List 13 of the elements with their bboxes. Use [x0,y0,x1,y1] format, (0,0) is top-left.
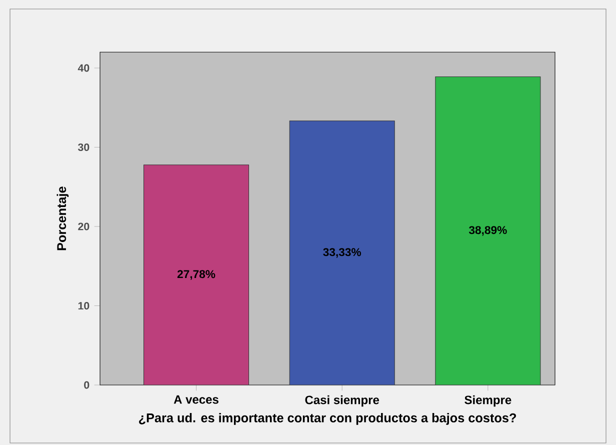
y-tick-label: 10 [78,302,90,310]
y-tick-label: 40 [78,64,90,72]
x-tick-label: A veces [174,395,218,404]
data-label: 33,33% [323,248,362,258]
x-tick-label: Casi siempre [305,395,380,407]
y-tick-label: 30 [78,143,90,152]
data-label: 38,89% [468,226,507,236]
data-label: 27,78% [177,270,216,280]
y-tick-label: 20 [78,222,90,230]
x-tick-label: Siempre [464,395,512,407]
y-tick-label: 0 [84,381,90,389]
x-axis-title: ¿Para ud. es importante contar con productos a bajos costos? [139,413,516,425]
y-axis-title: Porcentaje [56,186,69,250]
